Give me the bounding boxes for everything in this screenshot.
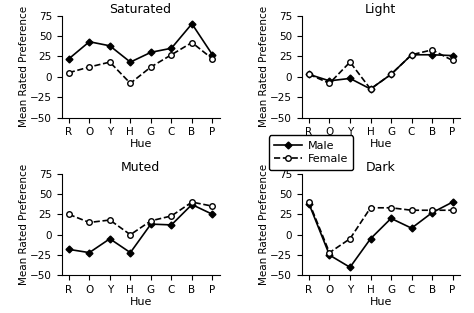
Female: [169, 53, 174, 57]
Line: Male: Male: [66, 202, 215, 255]
Female: [388, 206, 394, 210]
Female: [306, 200, 312, 204]
Female: [169, 214, 174, 218]
Male: [189, 203, 195, 206]
Line: Male: Male: [307, 52, 455, 91]
Y-axis label: Mean Rated Preference: Mean Rated Preference: [259, 6, 269, 127]
Female: [327, 251, 332, 254]
X-axis label: Hue: Hue: [129, 296, 152, 306]
Female: [66, 213, 72, 216]
Title: Saturated: Saturated: [109, 3, 172, 16]
Female: [210, 204, 215, 208]
Male: [107, 44, 113, 48]
Line: Female: Female: [66, 40, 215, 86]
X-axis label: Hue: Hue: [129, 139, 152, 149]
Title: Light: Light: [365, 3, 396, 16]
Male: [148, 50, 154, 54]
Female: [128, 233, 133, 237]
Male: [368, 87, 374, 91]
Male: [210, 53, 215, 57]
Male: [327, 253, 332, 257]
Male: [306, 72, 312, 76]
Line: Male: Male: [66, 21, 215, 64]
Female: [86, 65, 92, 69]
Legend: Male, Female: Male, Female: [269, 136, 354, 170]
Female: [368, 87, 374, 91]
Male: [388, 217, 394, 220]
Female: [148, 65, 154, 69]
X-axis label: Hue: Hue: [370, 296, 392, 306]
Line: Female: Female: [306, 47, 456, 92]
Male: [169, 223, 174, 227]
Male: [429, 53, 435, 57]
Male: [388, 72, 394, 76]
Male: [86, 40, 92, 44]
Female: [429, 48, 435, 52]
Male: [86, 251, 92, 254]
Male: [189, 22, 195, 26]
Female: [409, 53, 414, 57]
Male: [409, 53, 414, 57]
Male: [450, 54, 456, 58]
Female: [189, 200, 195, 204]
Male: [107, 237, 113, 241]
Male: [347, 265, 353, 269]
Female: [107, 218, 113, 222]
Male: [66, 248, 72, 251]
Male: [148, 222, 154, 226]
Female: [306, 72, 312, 76]
Female: [327, 81, 332, 85]
Female: [128, 81, 133, 85]
Male: [306, 202, 312, 206]
Female: [388, 72, 394, 76]
Line: Female: Female: [306, 199, 456, 255]
Male: [429, 211, 435, 214]
Line: Male: Male: [307, 200, 455, 270]
Male: [347, 77, 353, 80]
Y-axis label: Mean Rated Preference: Mean Rated Preference: [18, 164, 28, 285]
Female: [347, 237, 353, 241]
Title: Dark: Dark: [366, 161, 396, 174]
Female: [409, 208, 414, 212]
Y-axis label: Mean Rated Preference: Mean Rated Preference: [18, 6, 28, 127]
Female: [450, 208, 456, 212]
Female: [368, 206, 374, 210]
Female: [429, 208, 435, 212]
Title: Muted: Muted: [121, 161, 160, 174]
X-axis label: Hue: Hue: [370, 139, 392, 149]
Male: [450, 200, 456, 204]
Female: [347, 60, 353, 64]
Female: [210, 57, 215, 61]
Male: [66, 57, 72, 61]
Male: [327, 79, 332, 83]
Female: [148, 219, 154, 223]
Male: [210, 213, 215, 216]
Male: [128, 60, 133, 64]
Female: [107, 60, 113, 64]
Male: [169, 46, 174, 50]
Y-axis label: Mean Rated Preference: Mean Rated Preference: [259, 164, 269, 285]
Male: [368, 237, 374, 241]
Female: [189, 41, 195, 44]
Female: [450, 59, 456, 62]
Male: [128, 251, 133, 254]
Male: [409, 226, 414, 230]
Female: [86, 221, 92, 224]
Line: Female: Female: [66, 199, 215, 238]
Female: [66, 71, 72, 74]
